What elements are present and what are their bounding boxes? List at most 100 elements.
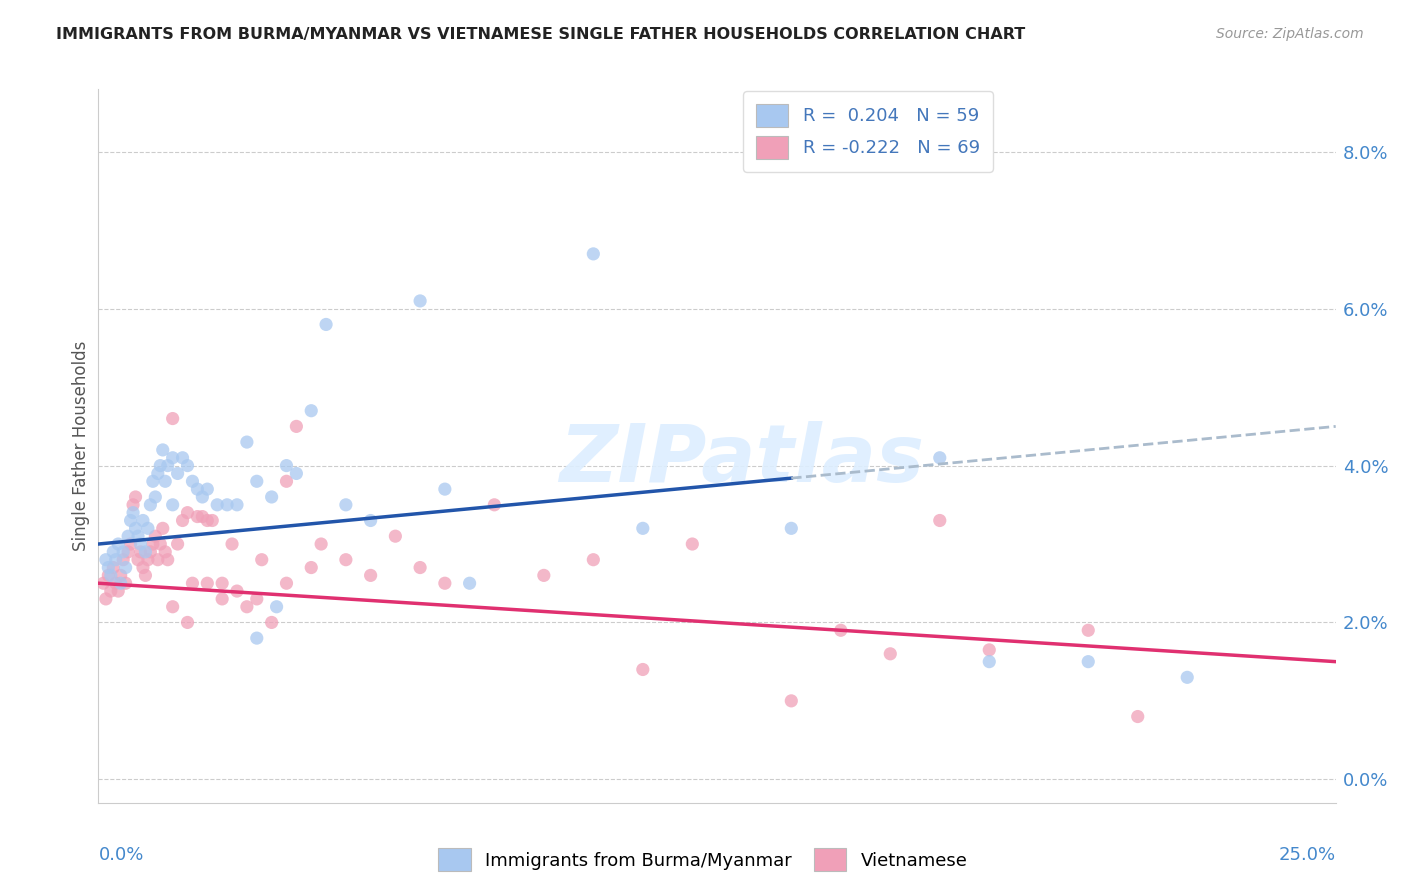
Text: 0.0%: 0.0% <box>98 846 143 863</box>
Point <box>780 694 803 708</box>
Point <box>122 506 145 520</box>
Point <box>191 509 214 524</box>
Point <box>315 318 337 332</box>
Text: ZIPatlas: ZIPatlas <box>560 421 924 500</box>
Point <box>149 537 172 551</box>
Point <box>93 576 115 591</box>
Point <box>132 514 155 528</box>
Point <box>276 576 298 591</box>
Point <box>103 545 125 559</box>
Point <box>166 537 188 551</box>
Point <box>186 482 208 496</box>
Point <box>146 467 169 481</box>
Point <box>139 545 162 559</box>
Point <box>152 521 174 535</box>
Point <box>1077 655 1099 669</box>
Point <box>433 482 456 496</box>
Point <box>191 490 214 504</box>
Point <box>100 568 122 582</box>
Point <box>162 411 184 425</box>
Point <box>246 475 269 489</box>
Point <box>129 537 152 551</box>
Point <box>156 552 179 566</box>
Point <box>136 552 159 566</box>
Point <box>127 552 149 566</box>
Point <box>186 509 208 524</box>
Point <box>143 490 166 504</box>
Point <box>117 529 139 543</box>
Point <box>146 552 169 566</box>
Point <box>979 655 1001 669</box>
Point <box>124 490 146 504</box>
Point <box>384 529 406 543</box>
Point <box>127 529 149 543</box>
Point <box>110 568 132 582</box>
Point <box>156 458 179 473</box>
Point <box>172 450 194 465</box>
Point <box>260 490 283 504</box>
Point <box>458 576 481 591</box>
Point <box>122 498 145 512</box>
Point <box>236 435 259 450</box>
Point <box>1126 709 1149 723</box>
Point <box>124 521 146 535</box>
Point <box>114 560 136 574</box>
Point <box>221 537 243 551</box>
Point <box>285 467 308 481</box>
Point <box>149 458 172 473</box>
Point <box>201 514 224 528</box>
Point <box>205 498 228 512</box>
Point <box>299 403 322 417</box>
Point <box>132 560 155 574</box>
Point <box>166 467 188 481</box>
Point <box>409 560 432 574</box>
Point <box>246 591 269 606</box>
Point <box>142 537 165 551</box>
Point <box>107 537 129 551</box>
Point <box>335 552 357 566</box>
Point <box>181 576 204 591</box>
Point <box>162 450 184 465</box>
Text: 25.0%: 25.0% <box>1278 846 1336 863</box>
Point <box>134 568 156 582</box>
Point <box>114 576 136 591</box>
Text: Source: ZipAtlas.com: Source: ZipAtlas.com <box>1216 27 1364 41</box>
Point <box>879 647 901 661</box>
Point <box>780 521 803 535</box>
Point <box>533 568 555 582</box>
Point <box>433 576 456 591</box>
Point <box>176 506 198 520</box>
Point <box>360 568 382 582</box>
Point <box>409 293 432 308</box>
Point <box>246 631 269 645</box>
Point <box>335 498 357 512</box>
Point <box>142 475 165 489</box>
Point <box>582 552 605 566</box>
Point <box>195 482 218 496</box>
Point <box>226 584 249 599</box>
Point <box>103 560 125 574</box>
Point <box>250 552 273 566</box>
Point <box>1077 624 1099 638</box>
Point <box>129 545 152 559</box>
Point <box>681 537 703 551</box>
Point <box>139 498 162 512</box>
Point <box>181 475 204 489</box>
Point <box>211 591 233 606</box>
Text: IMMIGRANTS FROM BURMA/MYANMAR VS VIETNAMESE SINGLE FATHER HOUSEHOLDS CORRELATION: IMMIGRANTS FROM BURMA/MYANMAR VS VIETNAM… <box>56 27 1025 42</box>
Point <box>236 599 259 614</box>
Point <box>120 537 142 551</box>
Point <box>266 599 288 614</box>
Point <box>260 615 283 630</box>
Point <box>97 560 120 574</box>
Point <box>94 552 117 566</box>
Legend: R =  0.204   N = 59, R = -0.222   N = 69: R = 0.204 N = 59, R = -0.222 N = 69 <box>744 91 993 172</box>
Point <box>195 576 218 591</box>
Point <box>176 458 198 473</box>
Point <box>226 498 249 512</box>
Point <box>484 498 506 512</box>
Point <box>979 643 1001 657</box>
Y-axis label: Single Father Households: Single Father Households <box>72 341 90 551</box>
Point <box>276 458 298 473</box>
Point <box>104 552 127 566</box>
